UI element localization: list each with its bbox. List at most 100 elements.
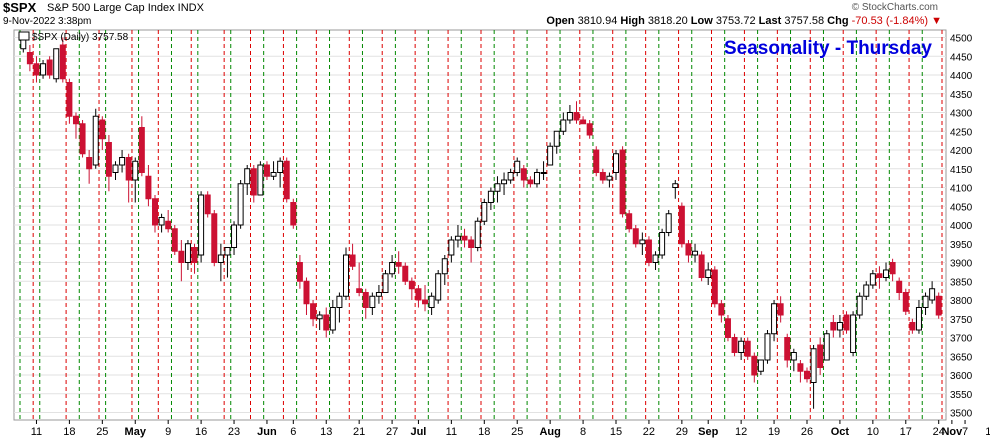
candle-body bbox=[613, 153, 620, 173]
candle-body bbox=[375, 292, 382, 297]
candle-body bbox=[705, 269, 712, 278]
candle-body bbox=[856, 295, 863, 316]
candle-body bbox=[441, 258, 448, 275]
candle-body bbox=[929, 288, 936, 301]
candle-body bbox=[408, 280, 415, 290]
candle-body bbox=[263, 164, 270, 177]
candle-body bbox=[514, 160, 521, 173]
y-tick-label: 3600 bbox=[950, 371, 973, 382]
x-tick-label: 21 bbox=[353, 426, 365, 438]
x-tick-label: 25 bbox=[96, 426, 108, 438]
candle-body bbox=[316, 314, 323, 320]
candle-body bbox=[72, 115, 79, 125]
x-tick-label: 11 bbox=[446, 426, 457, 438]
legend-swatch bbox=[18, 31, 30, 41]
candle-body bbox=[573, 112, 580, 121]
candle-body bbox=[744, 340, 751, 357]
candle-body bbox=[566, 112, 573, 121]
candle-body bbox=[790, 352, 797, 361]
candle-body bbox=[599, 172, 606, 181]
last-value: 3757.58 bbox=[784, 15, 825, 27]
candle-body bbox=[204, 194, 211, 215]
candle-body bbox=[724, 318, 731, 338]
candle-body bbox=[428, 295, 435, 308]
x-tick-label: 17 bbox=[900, 426, 912, 438]
candle-body bbox=[817, 344, 824, 368]
candle-body bbox=[935, 295, 942, 316]
chg-label: Chg bbox=[827, 15, 849, 27]
candle-body bbox=[415, 288, 422, 301]
candle-body bbox=[145, 175, 152, 200]
candle-body bbox=[26, 52, 33, 65]
candle-body bbox=[639, 239, 646, 245]
y-tick-label: 3650 bbox=[950, 352, 973, 363]
x-tick-label: Sep bbox=[698, 426, 718, 438]
candle-body bbox=[310, 303, 317, 320]
x-tick-label: 18 bbox=[63, 426, 75, 438]
y-tick-label: 3900 bbox=[950, 259, 973, 270]
x-tick-label: 24 bbox=[933, 426, 945, 438]
x-tick-label: 10 bbox=[867, 426, 879, 438]
candle-body bbox=[830, 322, 837, 331]
candle-body bbox=[711, 269, 718, 305]
candle-body bbox=[527, 179, 534, 185]
candle-body bbox=[909, 322, 916, 331]
x-tick-label: 19 bbox=[768, 426, 780, 438]
candle-body bbox=[533, 172, 540, 185]
x-tick-label: May bbox=[125, 426, 147, 438]
x-tick-label: 14 bbox=[985, 426, 990, 438]
candle-body bbox=[507, 172, 514, 181]
x-tick-label: 15 bbox=[610, 426, 622, 438]
candle-body bbox=[784, 337, 791, 361]
candle-body bbox=[217, 254, 224, 263]
y-tick-label: 4500 bbox=[950, 34, 973, 45]
y-tick-label: 4050 bbox=[950, 202, 973, 213]
candle-body bbox=[349, 254, 356, 267]
x-tick-label: 11 bbox=[31, 426, 42, 438]
candle-body bbox=[731, 337, 738, 353]
candle-body bbox=[698, 254, 705, 278]
candle-body bbox=[869, 273, 876, 286]
candle-body bbox=[751, 355, 758, 376]
candle-body bbox=[540, 172, 547, 174]
candle-body bbox=[580, 119, 587, 125]
candle-body bbox=[889, 262, 896, 275]
candle-body bbox=[481, 202, 488, 222]
candle-body bbox=[125, 157, 132, 181]
candle-body bbox=[553, 130, 560, 147]
candle-body bbox=[652, 254, 659, 263]
candle-body bbox=[474, 220, 481, 248]
candle-body bbox=[244, 168, 251, 185]
candle-body bbox=[843, 314, 850, 331]
candle-body bbox=[342, 254, 349, 297]
candle-body bbox=[99, 119, 106, 140]
ohlc-readout: Open 3810.94 High 3818.20 Low 3753.72 La… bbox=[546, 15, 942, 27]
candle-body bbox=[329, 307, 336, 331]
x-tick-label: 9 bbox=[165, 426, 171, 438]
candle-body bbox=[672, 183, 679, 188]
symbol-label: $SPX bbox=[3, 0, 37, 15]
candle-body bbox=[685, 243, 692, 256]
candle-body bbox=[369, 295, 376, 308]
y-tick-label: 3500 bbox=[950, 409, 973, 420]
candle-body bbox=[593, 149, 600, 173]
open-label: Open bbox=[546, 15, 575, 27]
candle-body bbox=[626, 213, 633, 230]
y-tick-label: 3750 bbox=[950, 315, 973, 326]
credit-label[interactable]: © StockCharts.com bbox=[851, 2, 938, 13]
x-tick-label: Nov bbox=[941, 426, 963, 438]
x-tick-label: 25 bbox=[511, 426, 523, 438]
candle-body bbox=[659, 232, 666, 256]
candle-body bbox=[922, 295, 929, 308]
x-tick-label: 6 bbox=[290, 426, 296, 438]
candle-body bbox=[797, 363, 804, 372]
candle-body bbox=[231, 224, 238, 248]
candle-body bbox=[586, 123, 593, 136]
y-tick-label: 3950 bbox=[950, 240, 973, 251]
x-tick-label: 23 bbox=[228, 426, 240, 438]
candle-body bbox=[632, 228, 639, 245]
candle-body bbox=[560, 119, 567, 132]
seasonality-annotation: Seasonality - Thursday bbox=[723, 38, 932, 59]
candle-body bbox=[461, 235, 468, 241]
